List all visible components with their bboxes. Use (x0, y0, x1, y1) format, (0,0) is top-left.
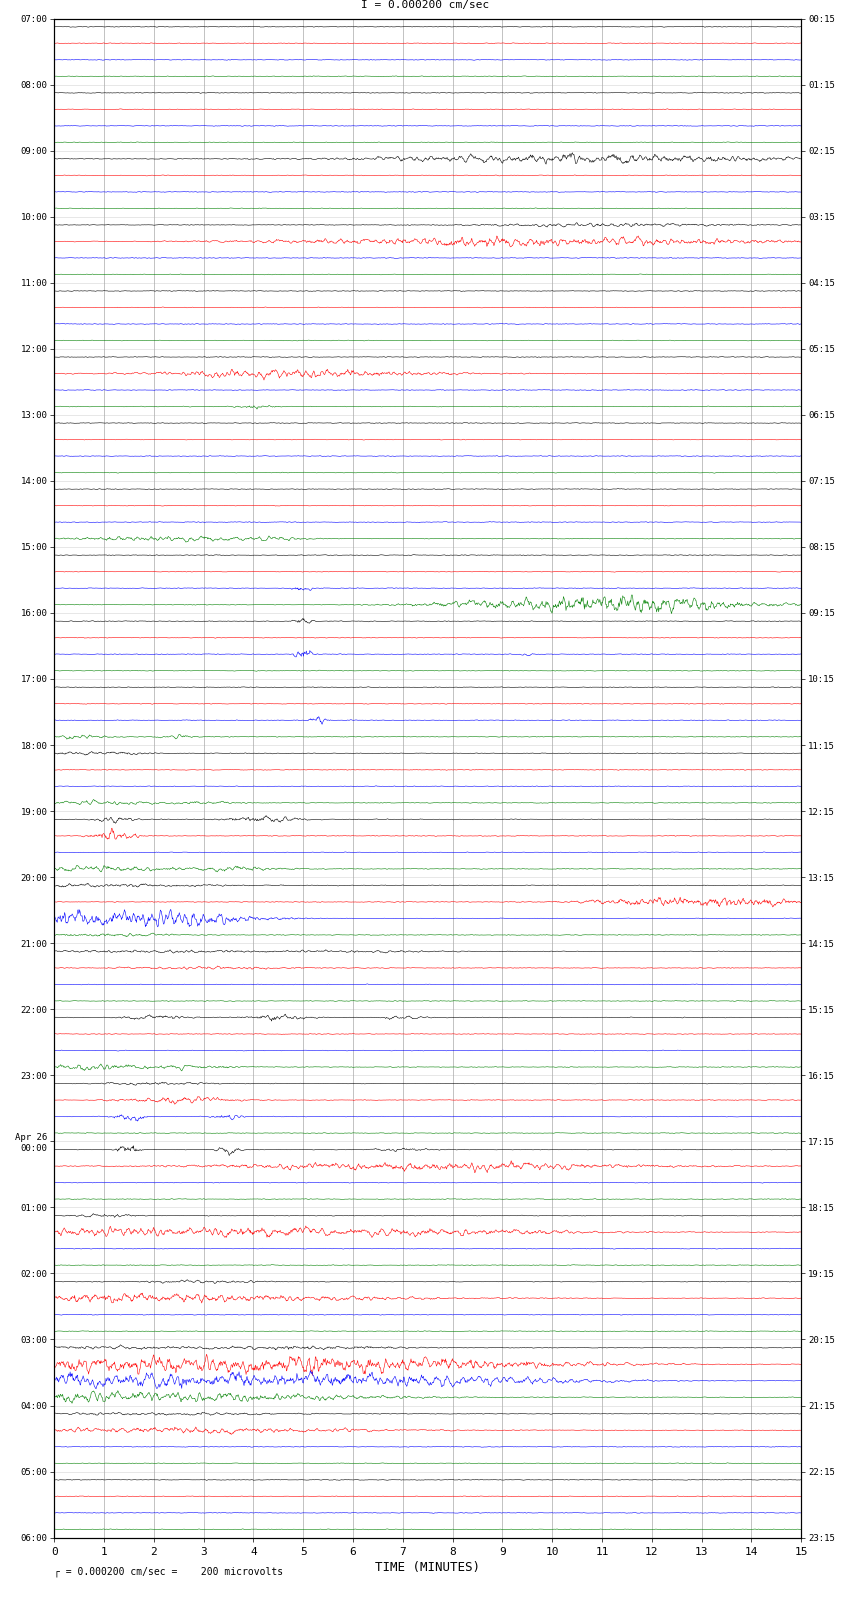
X-axis label: TIME (MINUTES): TIME (MINUTES) (375, 1561, 480, 1574)
Text: I = 0.000200 cm/sec: I = 0.000200 cm/sec (361, 0, 489, 10)
Text: ┌ = 0.000200 cm/sec =    200 microvolts: ┌ = 0.000200 cm/sec = 200 microvolts (54, 1566, 283, 1578)
